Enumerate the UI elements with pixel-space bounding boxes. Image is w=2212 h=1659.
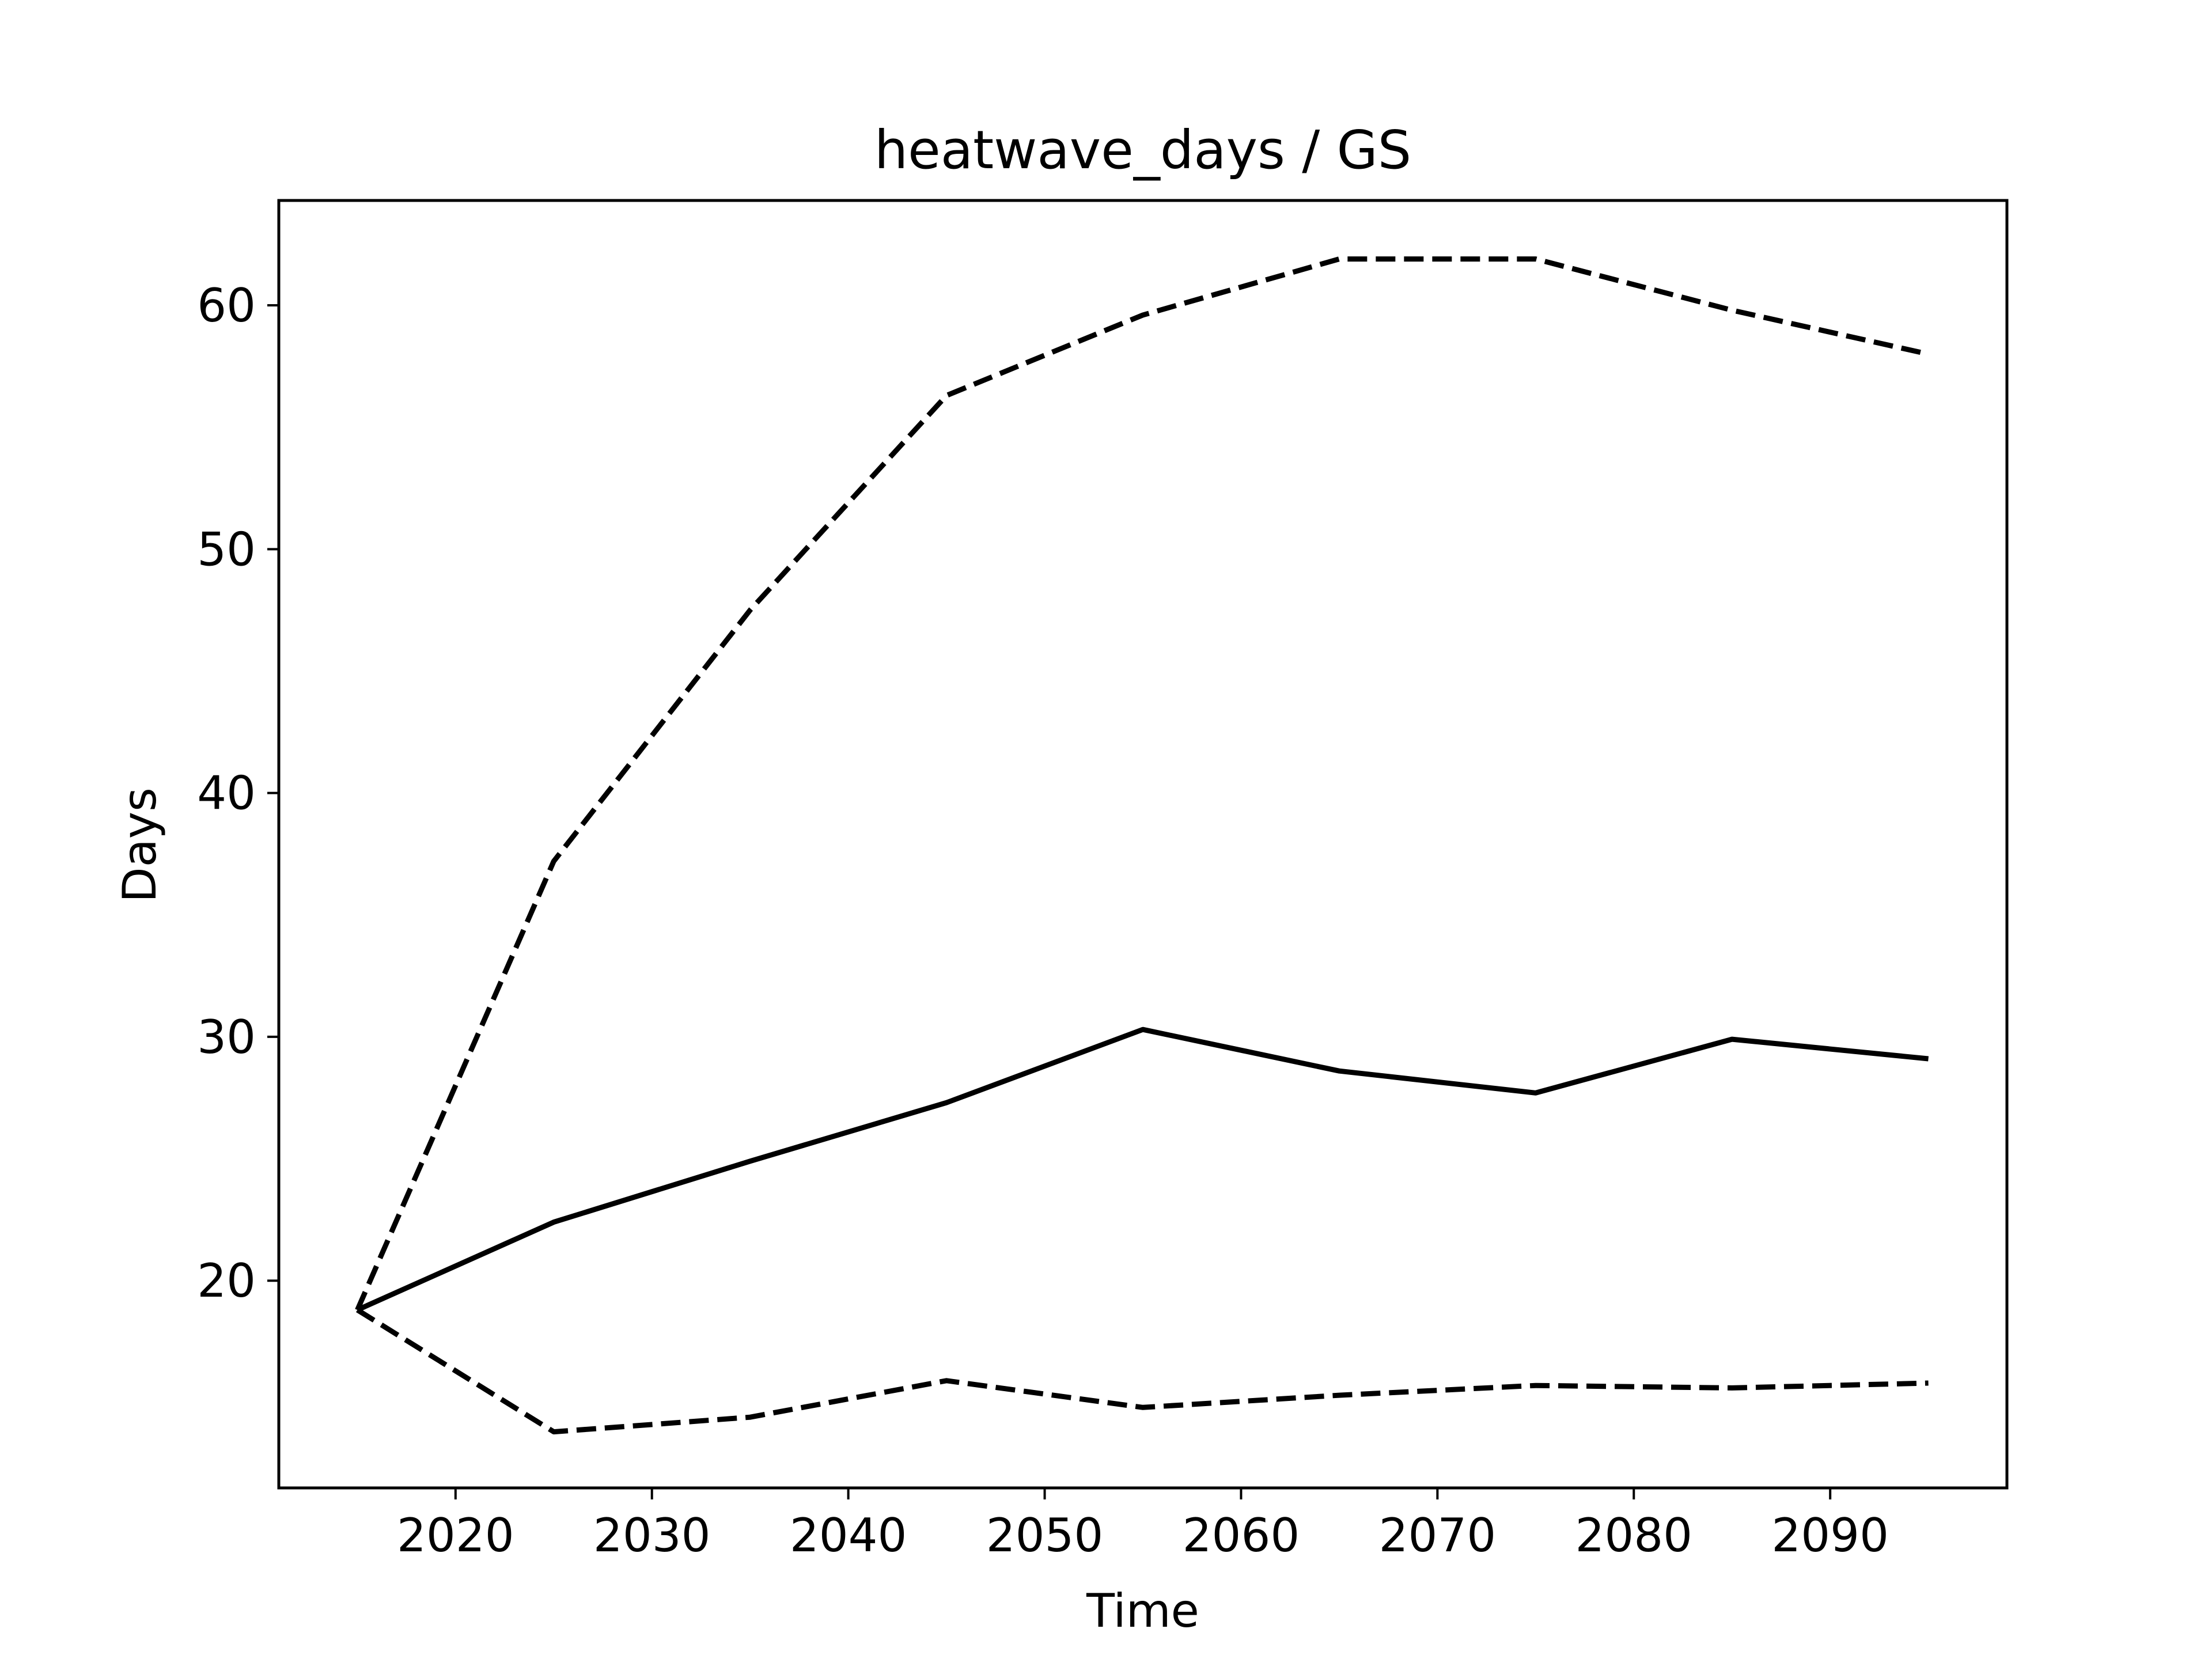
series-line-upper: [355, 256, 1929, 1311]
y-tick-label: 50: [197, 522, 256, 576]
y-axis-label: Days: [113, 787, 166, 903]
y-tick-label: 60: [197, 279, 256, 332]
x-tick-label: 2050: [986, 1509, 1104, 1562]
x-tick-label: 2040: [790, 1509, 907, 1562]
series-line-lower: [356, 1308, 1929, 1435]
x-tick-label: 2090: [1771, 1509, 1889, 1562]
series-line-mean: [356, 1027, 1929, 1313]
chart-title: heatwave_days / GS: [874, 119, 1411, 181]
y-tick-label: 30: [197, 1010, 256, 1064]
y-axis: 20 30 40 50 60: [197, 279, 279, 1308]
x-tick-label: 2070: [1379, 1509, 1497, 1562]
x-tick-label: 2080: [1575, 1509, 1692, 1562]
x-axis: 2020 2030 2040 2050 2060 2070 2080 2090: [397, 1488, 1889, 1562]
plot-area: [355, 256, 1929, 1435]
x-tick-label: 2060: [1183, 1509, 1300, 1562]
x-tick-label: 2030: [593, 1509, 711, 1562]
x-axis-label: Time: [1086, 1584, 1199, 1638]
x-tick-label: 2020: [397, 1509, 514, 1562]
y-tick-label: 20: [197, 1254, 256, 1308]
y-tick-label: 40: [197, 767, 256, 820]
axes-frame: [277, 199, 2009, 1490]
